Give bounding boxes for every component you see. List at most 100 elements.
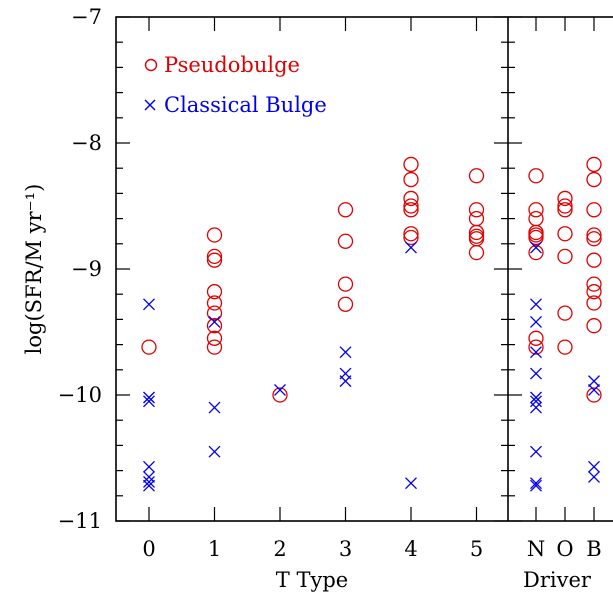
classical-bulge-point bbox=[405, 477, 417, 490]
classical-bulge-point bbox=[530, 367, 542, 380]
classical-bulge-point bbox=[208, 315, 221, 328]
classical-bulge-point bbox=[339, 375, 352, 388]
legend-pseudobulge-label: Pseudobulge bbox=[164, 53, 300, 77]
pseudobulge-point bbox=[586, 284, 602, 300]
classical-bulge-point bbox=[143, 460, 155, 473]
classical-bulge-point bbox=[143, 395, 155, 408]
legend: Pseudobulge Classical Bulge bbox=[144, 53, 327, 117]
classical-bulge-point bbox=[530, 395, 542, 408]
pseudobulge-point bbox=[206, 284, 223, 300]
x-tick-label-driver: B bbox=[586, 537, 601, 561]
pseudobulge-point bbox=[586, 227, 602, 243]
pseudobulge-point bbox=[206, 295, 223, 311]
classical-bulge-point bbox=[143, 298, 155, 311]
pseudobulge-point bbox=[586, 231, 602, 247]
x-tick-label-driver: O bbox=[556, 537, 573, 561]
pseudobulge-point bbox=[557, 226, 573, 242]
classical-bulge-point bbox=[588, 470, 600, 483]
pseudobulge-point bbox=[586, 387, 602, 403]
pseudobulge-point bbox=[557, 190, 573, 207]
pseudobulge-point bbox=[557, 339, 573, 355]
classical-bulge-point bbox=[530, 391, 542, 404]
pseudobulge-point bbox=[586, 295, 602, 311]
classical-bulge-point bbox=[143, 470, 155, 483]
classical-bulge-point bbox=[530, 298, 542, 311]
pseudobulge-point bbox=[206, 330, 223, 346]
classical-bulge-point bbox=[530, 241, 542, 254]
pseudobulge-point bbox=[468, 224, 485, 241]
pseudobulge-point bbox=[586, 252, 602, 268]
legend-classical-label: Classical Bulge bbox=[164, 93, 327, 117]
x-axis-label-ttype: T Type bbox=[276, 568, 348, 592]
pseudobulge-point bbox=[403, 202, 419, 218]
pseudobulge-point bbox=[206, 318, 223, 334]
pseudobulge-point bbox=[557, 198, 573, 214]
classical-bulge-point bbox=[143, 479, 155, 492]
pseudobulge-point bbox=[141, 339, 157, 355]
pseudobulge-point bbox=[468, 168, 485, 184]
axis-ticks bbox=[116, 16, 595, 522]
pseudobulge-point bbox=[528, 330, 544, 346]
x-axis-label-driver: Driver bbox=[523, 568, 592, 592]
data-marks bbox=[141, 156, 602, 492]
classical-bulge-point bbox=[588, 460, 600, 473]
pseudobulge-point bbox=[586, 171, 602, 188]
classical-bulge-point bbox=[530, 479, 542, 492]
pseudobulge-point bbox=[206, 248, 223, 265]
classical-bulge-point bbox=[530, 477, 542, 490]
y-axis-label: log(SFR/M yr⁻¹) bbox=[22, 184, 46, 355]
pseudobulge-point bbox=[528, 229, 544, 246]
pseudobulge-point bbox=[528, 244, 544, 261]
pseudobulge-point bbox=[337, 296, 354, 312]
x-tick-label: 3 bbox=[339, 537, 352, 561]
x-tick-label: 0 bbox=[142, 537, 155, 561]
y-tick-label: −11 bbox=[58, 509, 102, 533]
pseudobulge-point bbox=[403, 156, 419, 173]
pseudobulge-point bbox=[528, 210, 544, 227]
pseudobulge-point bbox=[586, 276, 602, 292]
classical-bulge-point bbox=[143, 391, 155, 404]
classical-bulge-point bbox=[588, 384, 600, 396]
pseudobulge-point bbox=[468, 244, 485, 261]
pseudobulge-point bbox=[337, 276, 354, 292]
pseudobulge-point bbox=[468, 202, 485, 218]
pseudobulge-point bbox=[528, 202, 544, 218]
classical-bulge-point bbox=[274, 384, 286, 396]
x-tick-label: 5 bbox=[470, 537, 483, 561]
classical-bulge-point bbox=[530, 315, 542, 328]
pseudobulge-point bbox=[403, 226, 419, 242]
pseudobulge-point bbox=[206, 305, 223, 321]
classical-bulge-point bbox=[530, 445, 542, 458]
pseudobulge-point bbox=[557, 305, 573, 321]
pseudobulge-point bbox=[272, 387, 288, 403]
y-tick-label: −9 bbox=[71, 257, 102, 281]
classical-bulge-point bbox=[405, 241, 417, 254]
pseudobulge-point bbox=[337, 233, 354, 249]
classical-bulge-point bbox=[588, 375, 600, 388]
pseudobulge-point bbox=[206, 227, 223, 243]
pseudobulge-point bbox=[206, 252, 223, 268]
pseudobulge-point bbox=[528, 168, 544, 184]
legend-pseudobulge-marker bbox=[144, 58, 158, 72]
classical-bulge-point bbox=[530, 346, 542, 359]
classical-bulge-point bbox=[208, 445, 221, 458]
x-tick-label-driver: N bbox=[527, 537, 545, 561]
pseudobulge-point bbox=[557, 248, 573, 265]
tick-labels: −7 −8 −9 −10 −11 0 1 2 3 4 5 N O B bbox=[58, 5, 602, 561]
pseudobulge-point bbox=[403, 190, 419, 207]
x-tick-label: 4 bbox=[404, 537, 417, 561]
pseudobulge-point bbox=[586, 318, 602, 334]
pseudobulge-point bbox=[557, 202, 573, 218]
pseudobulge-point bbox=[403, 229, 419, 246]
pseudobulge-point bbox=[337, 202, 354, 218]
classical-bulge-point bbox=[530, 401, 542, 414]
x-tick-label: 2 bbox=[273, 537, 286, 561]
pseudobulge-point bbox=[468, 210, 485, 227]
classical-bulge-point bbox=[208, 401, 221, 414]
pseudobulge-point bbox=[528, 339, 544, 355]
pseudobulge-point bbox=[586, 202, 602, 218]
x-tick-label: 1 bbox=[208, 537, 221, 561]
y-tick-label: −10 bbox=[58, 383, 102, 407]
y-tick-label: −7 bbox=[71, 5, 102, 29]
pseudobulge-point bbox=[403, 171, 419, 188]
